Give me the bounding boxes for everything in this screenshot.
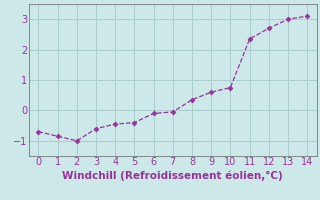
X-axis label: Windchill (Refroidissement éolien,°C): Windchill (Refroidissement éolien,°C) bbox=[62, 170, 283, 181]
